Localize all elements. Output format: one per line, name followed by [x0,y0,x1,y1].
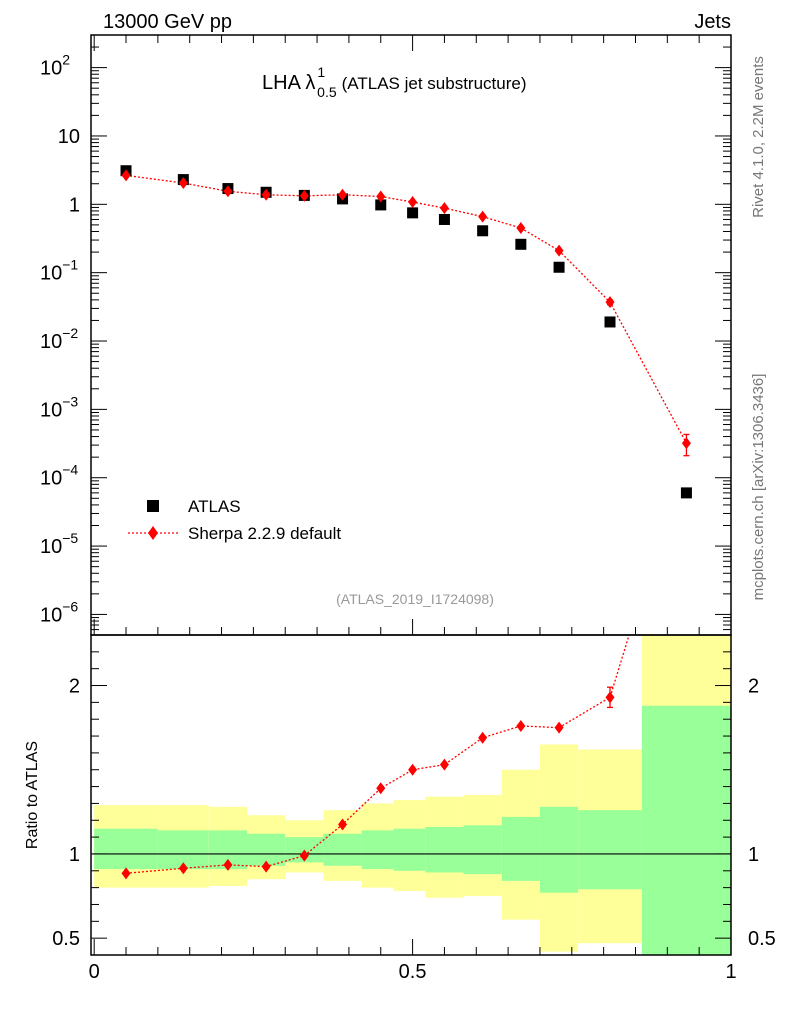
atlas-point-10 [515,238,527,250]
legend-marker-atlas [147,500,159,512]
ratio-point-11 [554,721,564,734]
ratio-ylabel: Ratio to ATLAS [24,741,41,849]
main-ytick-label-7: 10 [58,126,80,148]
ratio-ytick-label-left-0: 0.5 [52,928,80,950]
legend: ATLAS Sherpa 2.2.9 default [128,497,341,543]
ratio-ytick-label-left-1: 1 [69,844,80,866]
ratio-xtick-label-2: 1 [725,961,736,983]
legend-marker-sherpa [148,526,158,540]
ratio-point-1 [178,862,188,875]
sherpa-point-3 [261,188,271,201]
sherpa-point-11 [554,244,564,257]
ratio-ytick-label-right-2: 2 [748,676,759,698]
band-inner-7 [393,828,426,871]
band-inner-9 [463,825,502,875]
header-left: 13000 GeV pp [103,11,232,33]
ratio-plot-frame [90,634,732,956]
axes-ticks [91,34,732,956]
atlas-point-7 [407,207,419,219]
side-text-top: Rivet 4.1.0, 2.2M events [750,56,767,218]
main-ytick-label-1: 10−5 [40,530,78,558]
ratio-xtick-label-0: 0 [89,961,100,983]
legend-label-sherpa: Sherpa 2.2.9 default [188,524,341,543]
main-title: LHA λ 1 0.5 (ATLAS jet substructure) [262,64,526,100]
data-markers [120,165,692,880]
ratio-uncertainty-bands [94,635,731,955]
band-inner-11 [539,806,579,893]
ratio-point-4 [299,849,309,862]
ratio-xtick-label-1: 0.5 [399,961,427,983]
main-ytick-label-3: 10−3 [40,393,78,421]
ratio-ytick-label-right-0: 0.5 [748,928,776,950]
atlas-point-12 [604,316,616,328]
main-ytick-label-5: 10−1 [40,257,78,285]
main-ytick-label-8: 102 [40,52,70,80]
sherpa-point-6 [376,190,386,203]
sherpa-point-4 [299,189,309,202]
ratio-point-5 [338,818,348,831]
ratio-point-3 [261,860,271,873]
ratio-point-12 [605,691,615,704]
ratio-point-6 [376,782,386,795]
main-ytick-label-6: 1 [69,194,80,216]
sherpa-point-2 [223,185,233,198]
ratio-ytick-label-right-1: 1 [748,844,759,866]
sherpa-point-8 [439,202,449,215]
band-inner-8 [425,827,464,873]
band-inner-10 [501,816,540,881]
sherpa-point-7 [408,196,418,209]
legend-label-atlas: ATLAS [188,497,241,516]
sherpa-point-13 [681,437,691,450]
atlas-point-9 [477,225,489,237]
ratio-point-2 [223,858,233,871]
atlas-point-11 [553,261,565,273]
title-subscript: 0.5 [317,84,337,100]
atlas-point-6 [375,199,387,211]
title-main: LHA λ [262,72,315,94]
band-inner-0 [94,828,158,870]
main-plot-frame [90,34,732,636]
atlas-point-8 [438,213,450,225]
sherpa-point-1 [178,177,188,190]
ratio-ytick-label-left-2: 2 [69,676,80,698]
sherpa-point-0 [121,169,131,182]
sherpa-point-12 [605,296,615,309]
tick-labels: 10−6 10−5 10−4 10−3 10−2 10−1 1 10 102 0 0.5 1 0.5 0.… [40,52,776,983]
mc-line-main [125,174,687,444]
main-ytick-label-2: 10−4 [40,462,78,490]
mc-connecting-lines [125,174,687,874]
side-text-bottom: mcplots.cern.ch [arXiv:1306.3436] [750,374,767,601]
atlas-point-13 [680,487,692,499]
band-inner-5 [323,833,362,866]
band-inner-13 [641,705,731,955]
band-inner-12 [578,810,642,890]
header-right: Jets [694,11,731,33]
band-inner-3 [247,833,286,866]
title-superscript: 1 [317,64,325,80]
band-inner-6 [361,830,394,870]
ratio-point-8 [439,758,449,771]
mc-line-ratio [125,634,630,874]
title-suffix: (ATLAS jet substructure) [342,74,527,93]
ratio-point-7 [408,763,418,776]
ratio-point-0 [121,867,131,880]
main-ytick-label-0: 10−6 [40,598,78,626]
sherpa-point-9 [478,210,488,223]
ratio-point-10 [516,719,526,732]
sherpa-point-10 [516,222,526,235]
main-ytick-label-4: 10−2 [40,325,78,353]
sherpa-point-5 [338,188,348,201]
ratio-point-9 [478,731,488,744]
analysis-label: (ATLAS_2019_I1724098) [336,591,494,607]
